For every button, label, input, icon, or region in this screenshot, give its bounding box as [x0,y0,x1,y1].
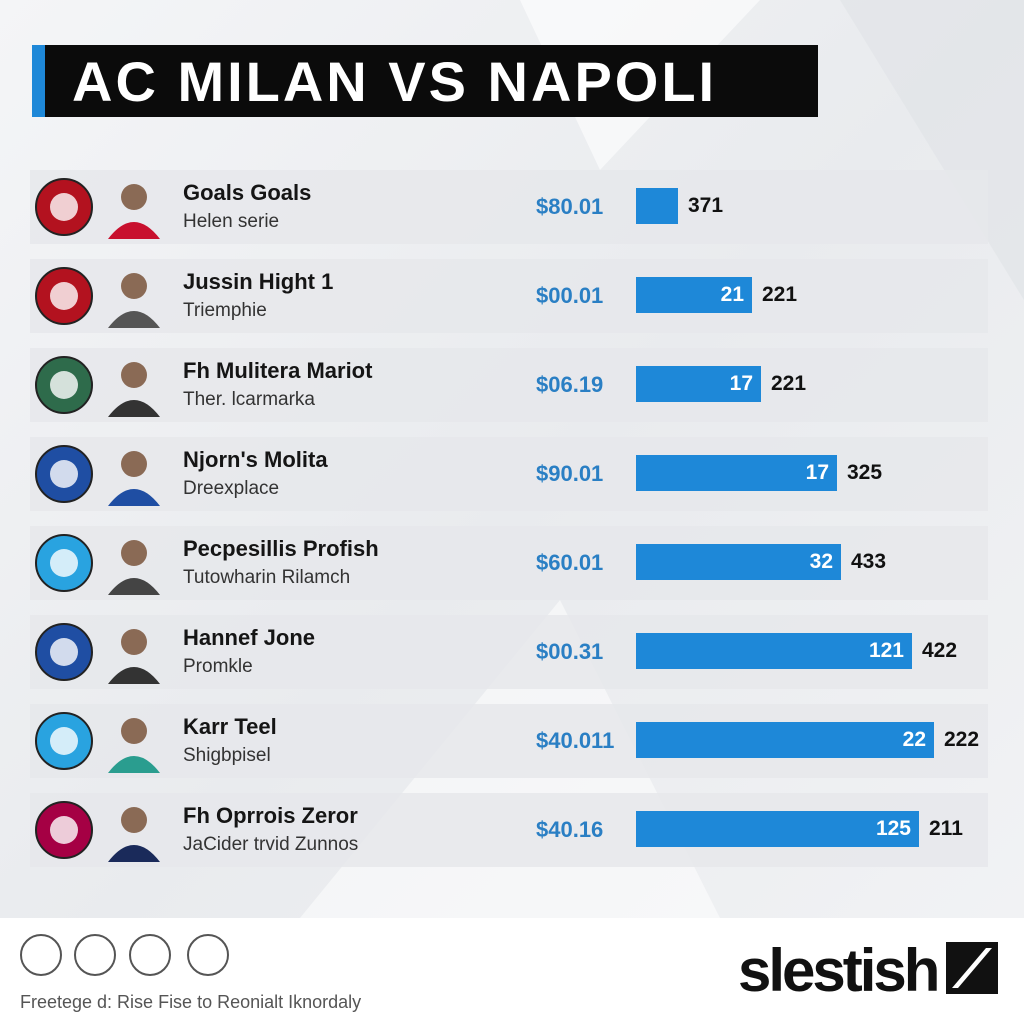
price: $00.01 [536,283,604,308]
price: $06.19 [536,372,604,397]
row: Goals Goals Helen serie $80.01 371 [30,170,988,244]
footer: Freetege d: Rise Fise to Reonialt Iknord… [0,918,1024,1024]
profile-icon[interactable] [129,934,171,976]
club-logo [35,534,93,592]
bar-label: 22 [902,728,926,751]
stat-value: 325 [847,461,883,484]
row: Njorn's Molita Dreexplace $90.01 17 325 [30,437,988,511]
bg-shape [840,0,1024,300]
club-logo [35,267,93,325]
club-logo [35,445,93,503]
player-photo [108,807,160,862]
player-name: Jussin Hight 1 [183,269,334,294]
stat-value: 211 [929,817,963,840]
row: Fh Mulitera Mariot Ther. lcarmarka $06.19 1… [30,348,988,422]
player-photo [108,184,160,239]
brand: slestish [738,937,940,1004]
player-subtitle: Ther. lcarmarka [183,389,315,410]
player-photo [108,451,160,506]
facebook-icon[interactable] [74,934,116,976]
player-subtitle: Shigbpisel [183,745,271,766]
footer-text: Freetege d: Rise Fise to Reonialt Iknord… [20,992,362,1012]
player-name: Njorn's Molita [183,447,328,472]
player-subtitle: Helen serie [183,211,280,232]
player-name: Fh Mulitera Mariot [183,358,373,383]
row: Karr Teel Shigbpisel $40.011 22 222 [30,704,988,778]
stat-value: 371 [688,194,724,217]
stat-value: 422 [922,639,958,662]
club-logo [35,801,93,859]
player-photo [108,540,160,595]
club-logo [35,178,93,236]
club-logo [35,356,93,414]
brand-mark [946,942,998,994]
title: AC MILAN VS NAPOLI [72,50,718,113]
price: $60.01 [536,550,604,575]
price: $00.31 [536,639,604,664]
price: $80.01 [536,194,604,219]
stat-bar: 121 [636,633,912,669]
stat-value: 221 [771,372,807,395]
player-name: Fh Oprrois Zeror [183,803,358,828]
stat-bar [636,188,678,224]
player-subtitle: Tutowharin Rilamch [183,567,351,588]
bar-label: 21 [720,283,744,306]
calendar-icon[interactable] [187,934,229,976]
share-icon[interactable] [20,934,62,976]
stat-bar: 21 [636,277,752,313]
stat-value: 221 [762,283,798,306]
stat-bar: 17 [636,455,837,491]
bar-label: 17 [805,461,829,484]
stat-value: 222 [944,728,980,751]
player-photo [108,273,160,328]
player-name: Hannef Jone [183,625,316,650]
bar-label: 121 [868,639,904,662]
bar-label: 125 [875,817,911,840]
price: $40.16 [536,817,604,842]
stat-value: 433 [851,550,887,573]
title-box [45,45,818,117]
stat-bar: 125 [636,811,919,847]
player-photo [108,629,160,684]
club-logo [35,712,93,770]
row: Fh Oprrois Zeror JaCider trvid Zunnos $40.… [30,793,988,867]
player-photo [108,718,160,773]
player-subtitle: Triemphie [183,300,267,321]
player-name: Pecpesillis Profish [183,536,379,561]
player-name: Goals Goals [183,180,312,205]
row: Hannef Jone Promkle $00.31 121 422 [30,615,988,689]
stat-bar: 32 [636,544,841,580]
row: Pecpesillis Profish Tutowharin Rilamch $60… [30,526,988,600]
player-subtitle: Promkle [183,656,253,677]
bar-label: 17 [729,372,753,395]
stat-bar: 17 [636,366,761,402]
row: Jussin Hight 1 Triemphie $00.01 21 221 [30,259,988,333]
bar-label: 32 [809,550,833,573]
player-subtitle: JaCider trvid Zunnos [183,834,359,855]
price: $90.01 [536,461,604,486]
player-subtitle: Dreexplace [183,478,280,499]
stat-bar: 22 [636,722,934,758]
player-name: Karr Teel [183,714,277,739]
price: $40.011 [536,728,615,753]
player-photo [108,362,160,417]
club-logo [35,623,93,681]
